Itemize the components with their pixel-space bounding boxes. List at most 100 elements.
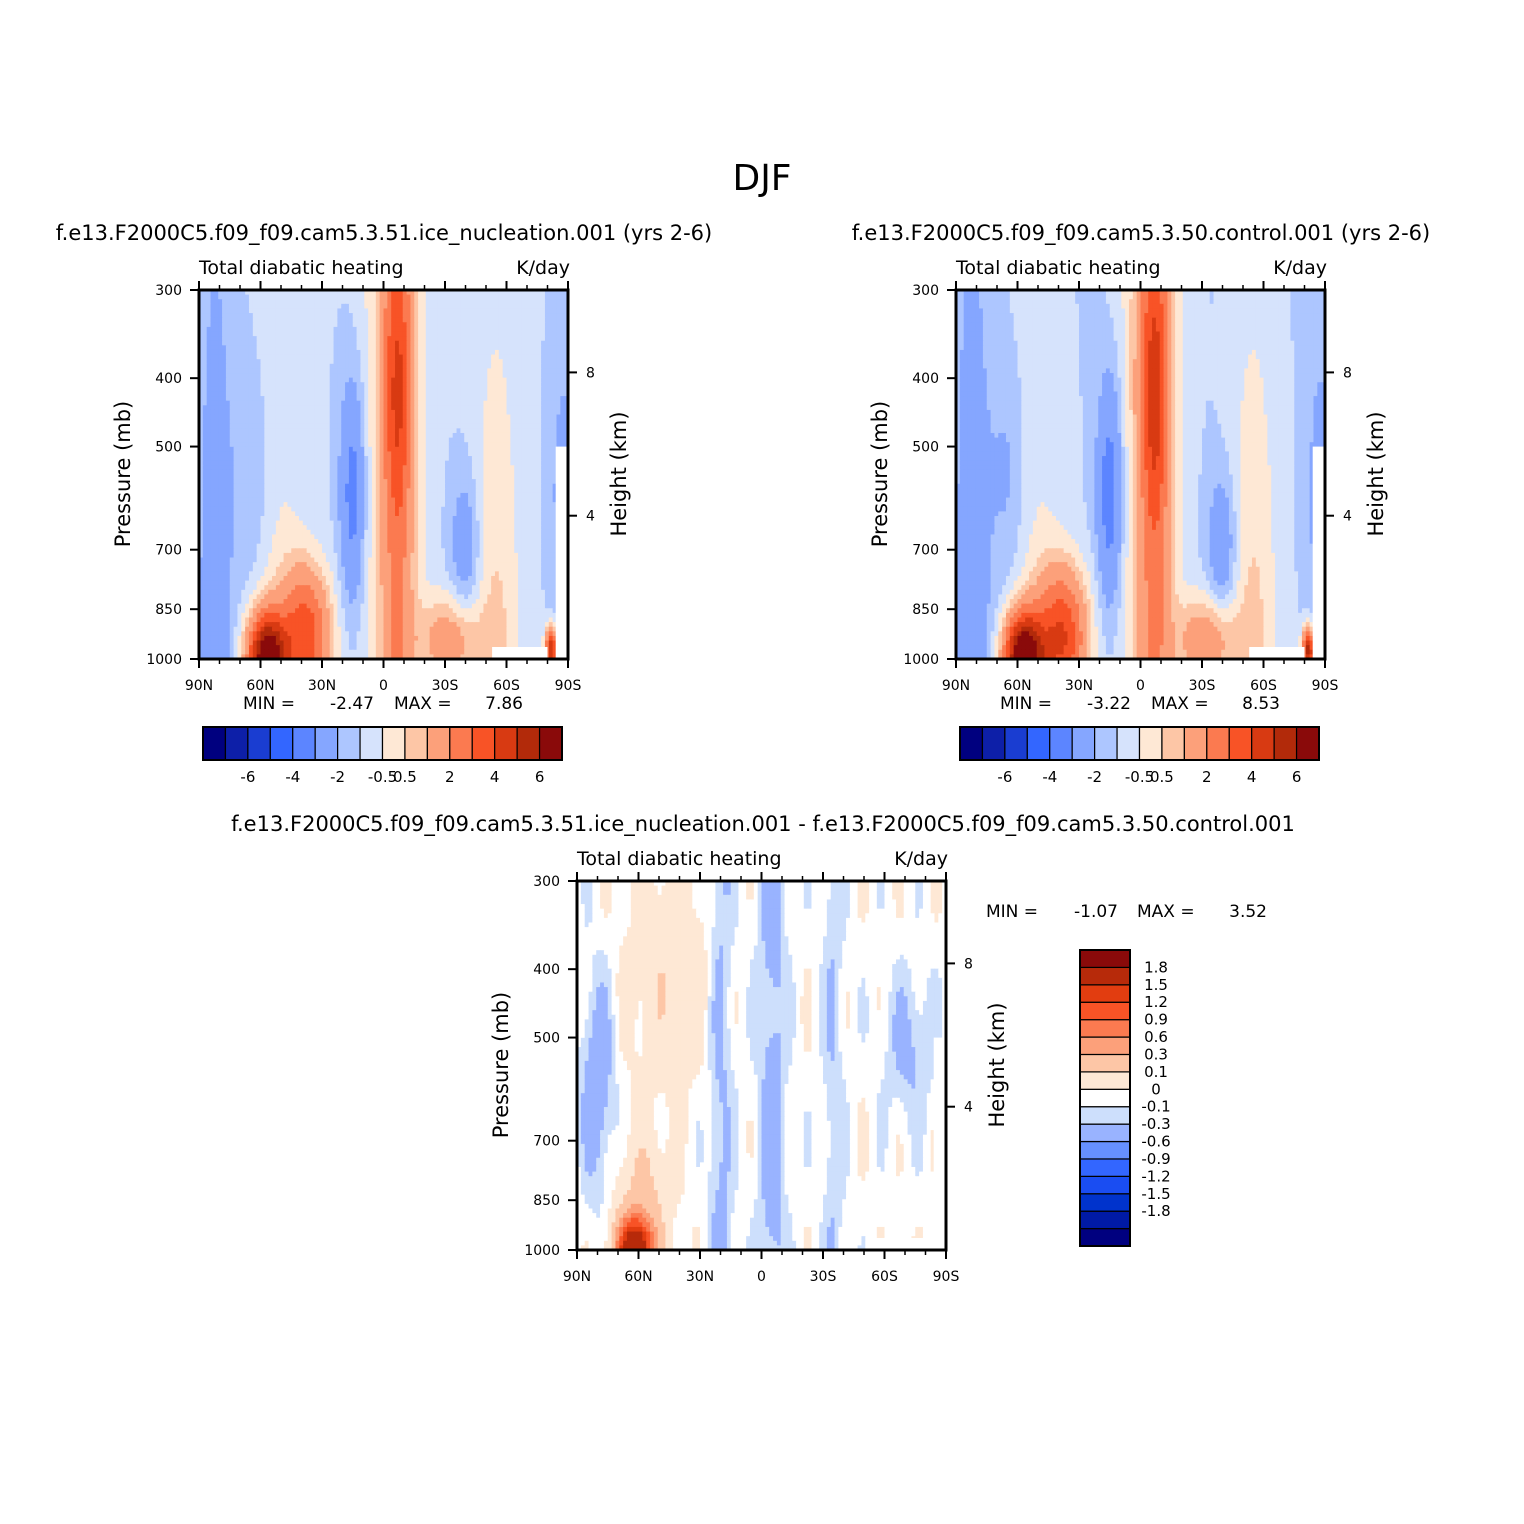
contour-cell: [479, 446, 485, 453]
contour-cell: [391, 290, 396, 296]
contour-cell: [306, 331, 312, 337]
contour-cell: [295, 497, 300, 503]
contour-cell: [371, 373, 377, 379]
contour-cell: [345, 520, 350, 526]
contour-cell: [306, 465, 312, 471]
contour-cell: [445, 294, 450, 300]
contour-cell: [544, 386, 550, 393]
contour-cell: [314, 409, 319, 416]
contour-cell: [214, 359, 219, 365]
contour-cell: [345, 456, 350, 462]
contour-cell: [514, 377, 519, 383]
contour-cell: [406, 299, 411, 305]
contour-cell: [402, 488, 408, 494]
contour-cell: [548, 451, 554, 457]
contour-cell: [487, 456, 492, 462]
contour-cell: [229, 506, 235, 512]
contour-cell: [441, 451, 446, 457]
contour-cell: [233, 299, 239, 305]
contour-cell: [441, 492, 446, 499]
contour-cell: [302, 405, 308, 411]
contour-cell: [348, 465, 354, 471]
contour-cell: [395, 442, 400, 448]
contour-cell: [283, 520, 288, 526]
contour-cell: [337, 469, 342, 476]
contour-cell: [429, 368, 435, 374]
contour-cell: [414, 345, 419, 351]
contour-cell: [337, 340, 342, 346]
contour-cell: [518, 359, 523, 365]
contour-cell: [202, 474, 208, 480]
contour-cell: [245, 331, 250, 337]
contour-cell: [387, 290, 392, 296]
contour-cell: [521, 400, 527, 406]
contour-cell: [264, 303, 269, 310]
contour-cell: [256, 465, 262, 471]
contour-cell: [475, 331, 481, 337]
contour-cell: [518, 349, 523, 356]
contour-cell: [491, 423, 496, 429]
contour-cell: [379, 400, 385, 406]
contour-cell: [548, 303, 554, 310]
contour-cell: [322, 525, 327, 531]
contour-cell: [237, 451, 242, 457]
contour-cell: [487, 322, 492, 328]
contour-cell: [437, 516, 442, 522]
contour-cell: [483, 488, 488, 494]
contour-cell: [418, 419, 423, 425]
contour-cell: [245, 437, 250, 443]
contour-cell: [494, 469, 500, 476]
contour-cell: [433, 373, 438, 379]
contour-cell: [218, 516, 223, 522]
contour-cell: [306, 414, 312, 420]
contour-cell: [345, 391, 350, 397]
contour-cell: [398, 502, 404, 508]
contour-cell: [433, 428, 438, 434]
contour-cell: [356, 377, 362, 383]
contour-cell: [245, 525, 250, 531]
contour-cell: [202, 345, 208, 351]
contour-cell: [468, 483, 473, 489]
contour-cell: [306, 294, 312, 300]
contour-cell: [275, 331, 281, 337]
contour-cell: [214, 465, 219, 471]
contour-cell: [406, 516, 411, 522]
contour-cell: [518, 373, 523, 379]
contour-cell: [525, 377, 531, 383]
contour-cell: [356, 465, 362, 471]
contour-cell: [364, 409, 369, 416]
contour-cell: [552, 405, 558, 411]
contour-cell: [233, 488, 239, 494]
contour-cell: [383, 396, 388, 402]
contour-cell: [460, 373, 465, 379]
contour-cell: [487, 359, 492, 365]
contour-cell: [429, 428, 435, 434]
contour-cell: [479, 469, 485, 476]
contour-cell: [375, 382, 381, 388]
contour-cell: [210, 359, 215, 365]
contour-cell: [364, 465, 369, 471]
contour-cell: [506, 446, 511, 453]
contour-cell: [556, 345, 561, 351]
contour-cell: [283, 368, 288, 374]
contour-cell: [206, 437, 212, 443]
contour-cell: [479, 331, 485, 337]
contour-cell: [406, 303, 411, 310]
contour-cell: [418, 516, 423, 522]
contour-cell: [529, 474, 534, 480]
contour-cell: [518, 396, 523, 402]
contour-cell: [371, 432, 377, 439]
contour-cell: [272, 456, 277, 462]
contour-cell: [199, 451, 204, 457]
contour-cell: [556, 368, 561, 374]
contour-cell: [291, 396, 296, 402]
contour-cell: [510, 349, 515, 356]
contour-cell: [295, 359, 300, 365]
contour-cell: [283, 396, 288, 402]
contour-cell: [314, 359, 319, 365]
contour-cell: [410, 428, 415, 434]
contour-cell: [487, 502, 492, 508]
contour-cell: [341, 368, 346, 374]
contour-cell: [425, 313, 431, 319]
contour-cell: [425, 359, 431, 365]
